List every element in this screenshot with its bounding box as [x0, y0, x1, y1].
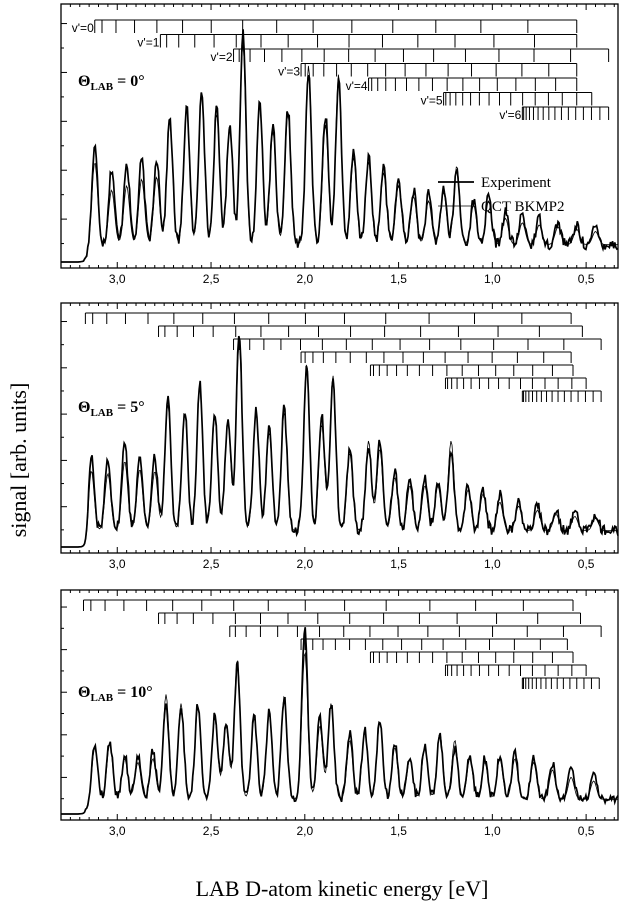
x-tick-label: 2,5 — [203, 824, 220, 838]
vib-comb — [369, 651, 574, 663]
vib-comb: v'=4 — [346, 77, 578, 93]
x-tick-label: 2,0 — [296, 824, 313, 838]
angle-label: ΘLAB = 0° — [78, 73, 145, 93]
x-tick-label: 1,0 — [484, 824, 501, 838]
vib-comb: v'=1 — [137, 34, 578, 50]
vib-comb — [300, 351, 572, 363]
series-experiment — [61, 627, 619, 815]
x-axis-ticks — [69, 4, 615, 268]
x-tick-label: 2,5 — [203, 557, 220, 571]
angle-label: ΘLAB = 10° — [78, 684, 153, 704]
legend-label-qct: QCT BKMP2 — [481, 199, 565, 215]
vib-comb: v'=2 — [211, 48, 610, 64]
x-tick-label: 1,5 — [390, 272, 407, 286]
panel-theta-5: 3,0 2,5 2,0 1,5 1,0 0,5 ΘLAB = 5° — [60, 302, 619, 571]
vib-label: v'=3 — [278, 65, 300, 79]
vib-comb: v'=0 — [72, 19, 578, 35]
legend-label-experiment: Experiment — [481, 175, 552, 191]
x-tick-label: 2,5 — [203, 272, 220, 286]
angle-label: ΘLAB = 5° — [78, 399, 145, 419]
x-tick-label: 1,0 — [484, 272, 501, 286]
legend: Experiment QCT BKMP2 — [438, 175, 565, 215]
x-tick-label: 0,5 — [578, 272, 595, 286]
vib-comb — [233, 338, 602, 350]
vib-comb — [521, 677, 600, 689]
series-experiment — [61, 335, 619, 548]
vib-comb — [369, 364, 574, 376]
x-tick-label: 1,5 — [390, 824, 407, 838]
vib-comb — [521, 390, 602, 402]
vib-comb — [158, 325, 583, 337]
x-tick-label: 3,0 — [109, 272, 126, 286]
y-axis-ticks — [61, 321, 67, 531]
vib-comb: v'=3 — [278, 63, 578, 79]
vib-comb — [83, 599, 574, 611]
vib-comb — [444, 664, 587, 676]
vib-comb — [300, 638, 568, 650]
plot-frame — [60, 3, 619, 269]
x-tick-label: 0,5 — [578, 824, 595, 838]
y-axis-ticks — [61, 606, 67, 800]
vib-comb: v'=5 — [421, 92, 593, 108]
x-tick-label: 3,0 — [109, 557, 126, 571]
y-axis-ticks — [61, 23, 67, 245]
vib-label: v'=2 — [211, 50, 233, 64]
y-axis-title: signal [arb. units] — [6, 383, 31, 538]
x-tick-label: 1,5 — [390, 557, 407, 571]
x-tick-label: 1,0 — [484, 557, 501, 571]
series-experiment — [61, 29, 619, 263]
x-axis-ticks — [69, 303, 615, 553]
vib-label: v'=0 — [72, 21, 94, 35]
vib-label: v'=5 — [421, 94, 443, 108]
vib-label: v'=4 — [346, 79, 368, 93]
x-axis-title: LAB D-atom kinetic energy [eV] — [196, 876, 489, 901]
x-tick-label: 2,0 — [296, 557, 313, 571]
x-tick-label: 0,5 — [578, 557, 595, 571]
x-tick-label: 3,0 — [109, 824, 126, 838]
vib-label: v'=6 — [499, 108, 521, 122]
vib-comb: v'=6 — [499, 106, 610, 122]
panel-theta-0: 3,0 2,5 2,0 1,5 1,0 0,5 v'=0 v'=1 v'=2 v'=3 v'=4 v'… — [60, 3, 619, 286]
vib-comb — [84, 312, 572, 324]
vib-comb — [444, 377, 587, 389]
x-tick-label: 2,0 — [296, 272, 313, 286]
vib-comb — [229, 625, 602, 637]
plot-frame — [60, 589, 619, 821]
x-axis-ticks — [69, 590, 615, 820]
panel-theta-10: 3,0 2,5 2,0 1,5 1,0 0,5 ΘLAB = 10° — [60, 589, 619, 838]
vib-comb — [158, 612, 581, 624]
plot-frame — [60, 302, 619, 554]
vib-label: v'=1 — [137, 36, 159, 50]
